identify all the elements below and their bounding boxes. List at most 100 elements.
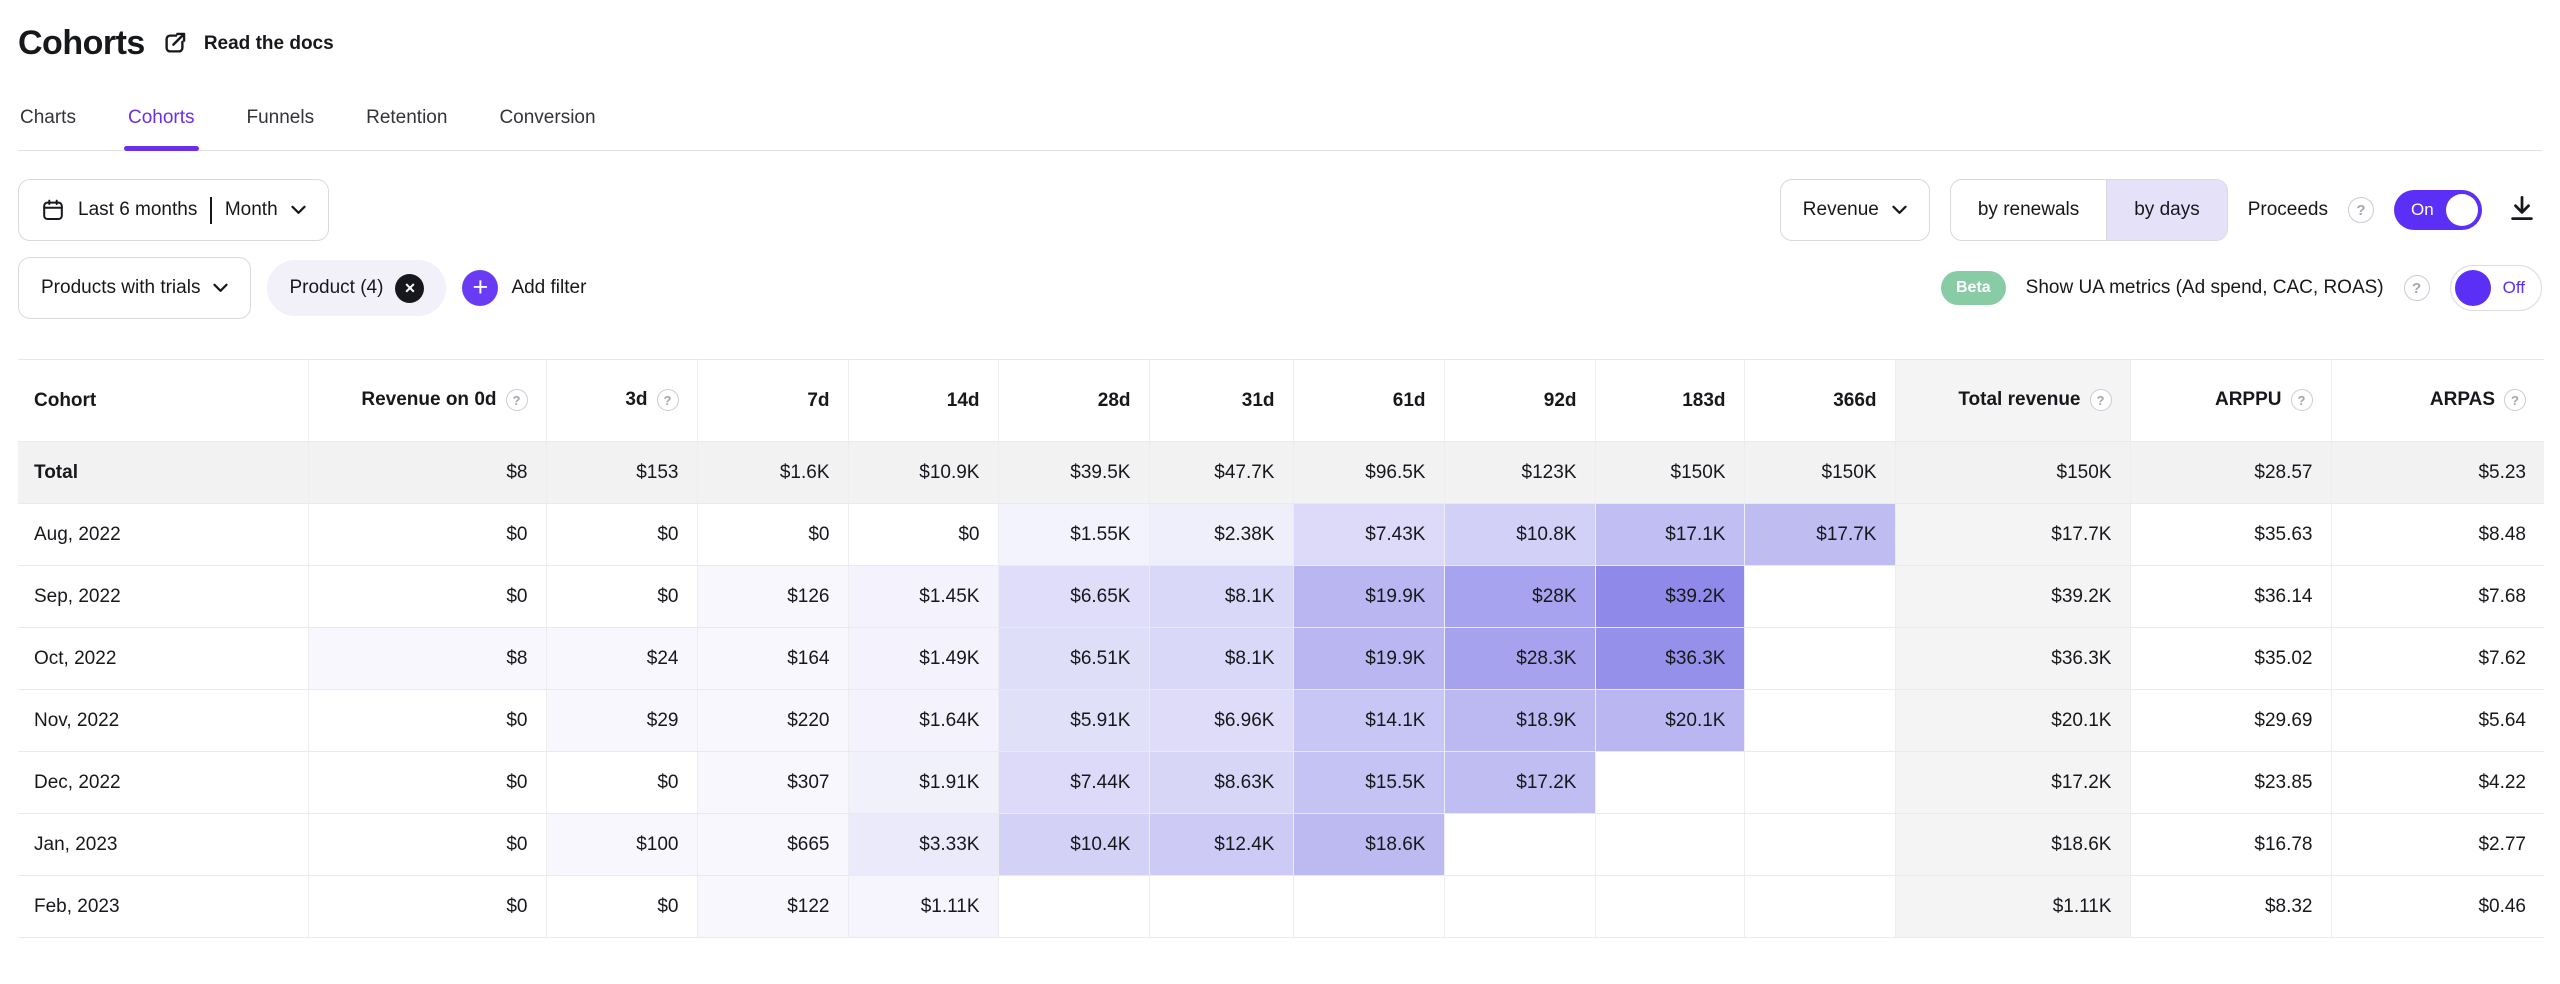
external-link-icon[interactable] <box>161 30 188 57</box>
column-label: ARPAS <box>2429 389 2495 411</box>
tab-conversion[interactable]: Conversion <box>499 107 596 128</box>
day-cell <box>998 875 1150 938</box>
tab-bar: Charts Cohorts Funnels Retention Convers… <box>18 97 2542 151</box>
day-cell: $0 <box>308 751 547 814</box>
product-filter-chip[interactable]: Product (4) ✕ <box>267 260 447 316</box>
column-label: 61d <box>1392 389 1426 411</box>
day-cell: $17.1K <box>1595 503 1745 566</box>
day-cell: $2.38K <box>1149 503 1294 566</box>
table-header-cell: 28d <box>998 359 1150 442</box>
day-cell <box>1744 875 1896 938</box>
read-the-docs-link[interactable]: Read the docs <box>203 32 334 54</box>
table-header-cell: 183d <box>1595 359 1745 442</box>
total-revenue-cell: $20.1K <box>1895 689 2131 752</box>
table-row: Jan, 2023 $0 $100 $665 $3.33K $10.4K $12.4K $18… <box>18 813 2544 876</box>
cohort-cell: Sep, 2022 <box>18 565 309 628</box>
view-toggle: by renewals by days <box>1949 179 2228 241</box>
tab-charts[interactable]: Charts <box>20 107 76 128</box>
chevron-down-icon <box>1892 205 1907 215</box>
table-header-cell: ARPAS? <box>2331 359 2544 442</box>
day-cell: $10.9K <box>848 441 999 504</box>
toggle-knob <box>2454 270 2491 306</box>
segment-by-renewals[interactable]: by renewals <box>1951 180 2108 240</box>
table-header-cell: 366d <box>1744 359 1896 442</box>
day-cell: $122 <box>697 875 849 938</box>
plus-icon: + <box>462 270 499 306</box>
metric-dropdown-label: Revenue <box>1802 199 1879 220</box>
ua-toggle-state: Off <box>2502 278 2525 297</box>
ua-metrics-label: Show UA metrics (Ad spend, CAC, ROAS) <box>2025 277 2384 298</box>
proceeds-help-icon[interactable]: ? <box>2348 197 2374 223</box>
metric-dropdown[interactable]: Revenue <box>1779 179 1930 241</box>
table-header-cell: 92d <box>1444 359 1596 442</box>
products-dropdown[interactable]: Products with trials <box>18 257 252 319</box>
table-row: Oct, 2022 $8 $24 $164 $1.49K $6.51K $8.1K $19.9… <box>18 627 2544 690</box>
total-revenue-cell: $17.2K <box>1895 751 2131 814</box>
tab-retention[interactable]: Retention <box>366 107 448 128</box>
table-row: Sep, 2022 $0 $0 $126 $1.45K $6.65K $8.1K $19.9K… <box>18 565 2544 628</box>
date-range-label: Last 6 months <box>78 199 198 220</box>
day-cell: $0 <box>546 503 698 566</box>
column-label: 14d <box>946 389 980 411</box>
table-header-cell: 7d <box>697 359 849 442</box>
day-cell: $123K <box>1444 441 1596 504</box>
day-cell <box>1744 689 1896 752</box>
ua-metrics-toggle[interactable]: Off <box>2449 265 2542 311</box>
day-cell: $1.49K <box>848 627 999 690</box>
help-icon[interactable]: ? <box>2504 389 2526 412</box>
column-label: 92d <box>1543 389 1577 411</box>
granularity-label: Month <box>224 199 278 220</box>
total-revenue-cell: $17.7K <box>1895 503 2131 566</box>
help-icon[interactable]: ? <box>2290 389 2313 412</box>
day-cell: $0 <box>848 503 999 566</box>
day-cell: $8 <box>308 441 547 504</box>
remove-filter-icon[interactable]: ✕ <box>395 273 425 303</box>
day-cell: $0 <box>308 875 547 938</box>
help-icon[interactable]: ? <box>656 389 679 412</box>
table-row: Dec, 2022 $0 $0 $307 $1.91K $7.44K $8.63K $15.5… <box>18 751 2544 814</box>
day-cell: $29 <box>546 689 698 752</box>
column-label: Cohort <box>34 389 97 411</box>
day-cell: $8.1K <box>1149 627 1294 690</box>
ua-help-icon[interactable]: ? <box>2403 275 2430 301</box>
arpas-cell: $5.23 <box>2331 441 2544 504</box>
arppu-cell: $16.78 <box>2130 813 2332 876</box>
download-button[interactable] <box>2502 190 2542 230</box>
day-cell <box>1744 751 1896 814</box>
segment-by-days[interactable]: by days <box>2107 180 2227 240</box>
date-range-button[interactable]: Last 6 months Month <box>18 179 329 241</box>
tab-funnels[interactable]: Funnels <box>246 107 315 128</box>
day-cell <box>1595 875 1745 938</box>
table-row: Total $8 $153 $1.6K $10.9K $39.5K $47.7K $96.5K… <box>18 441 2544 504</box>
day-cell: $150K <box>1595 441 1745 504</box>
day-cell: $6.51K <box>998 627 1150 690</box>
calendar-icon <box>41 198 65 222</box>
proceeds-toggle[interactable]: On <box>2394 190 2482 230</box>
day-cell: $17.2K <box>1444 751 1596 814</box>
cohort-cell: Jan, 2023 <box>18 813 309 876</box>
day-cell: $6.96K <box>1149 689 1294 752</box>
day-cell: $0 <box>308 813 547 876</box>
download-icon <box>2507 193 2537 228</box>
day-cell: $10.4K <box>998 813 1150 876</box>
divider <box>210 196 212 224</box>
day-cell: $164 <box>697 627 849 690</box>
tab-cohorts[interactable]: Cohorts <box>123 97 199 151</box>
help-icon[interactable]: ? <box>2089 389 2112 412</box>
page-title: Cohorts <box>18 24 145 62</box>
arppu-cell: $23.85 <box>2130 751 2332 814</box>
table-row: Feb, 2023 $0 $0 $122 $1.11K $1.11K $8.32 $0.46 <box>18 875 2544 938</box>
add-filter-button[interactable]: + Add filter <box>462 270 586 306</box>
day-cell <box>1444 813 1596 876</box>
cohort-cell: Aug, 2022 <box>18 503 309 566</box>
products-dropdown-label: Products with trials <box>41 277 201 298</box>
day-cell: $8.63K <box>1149 751 1294 814</box>
arppu-cell: $8.32 <box>2130 875 2332 938</box>
table-header-cell: Cohort <box>18 359 309 442</box>
day-cell: $6.65K <box>998 565 1150 628</box>
arppu-cell: $28.57 <box>2130 441 2332 504</box>
chevron-down-icon <box>291 205 306 215</box>
help-icon[interactable]: ? <box>505 389 528 412</box>
day-cell: $0 <box>546 875 698 938</box>
proceeds-toggle-state: On <box>2411 200 2434 219</box>
